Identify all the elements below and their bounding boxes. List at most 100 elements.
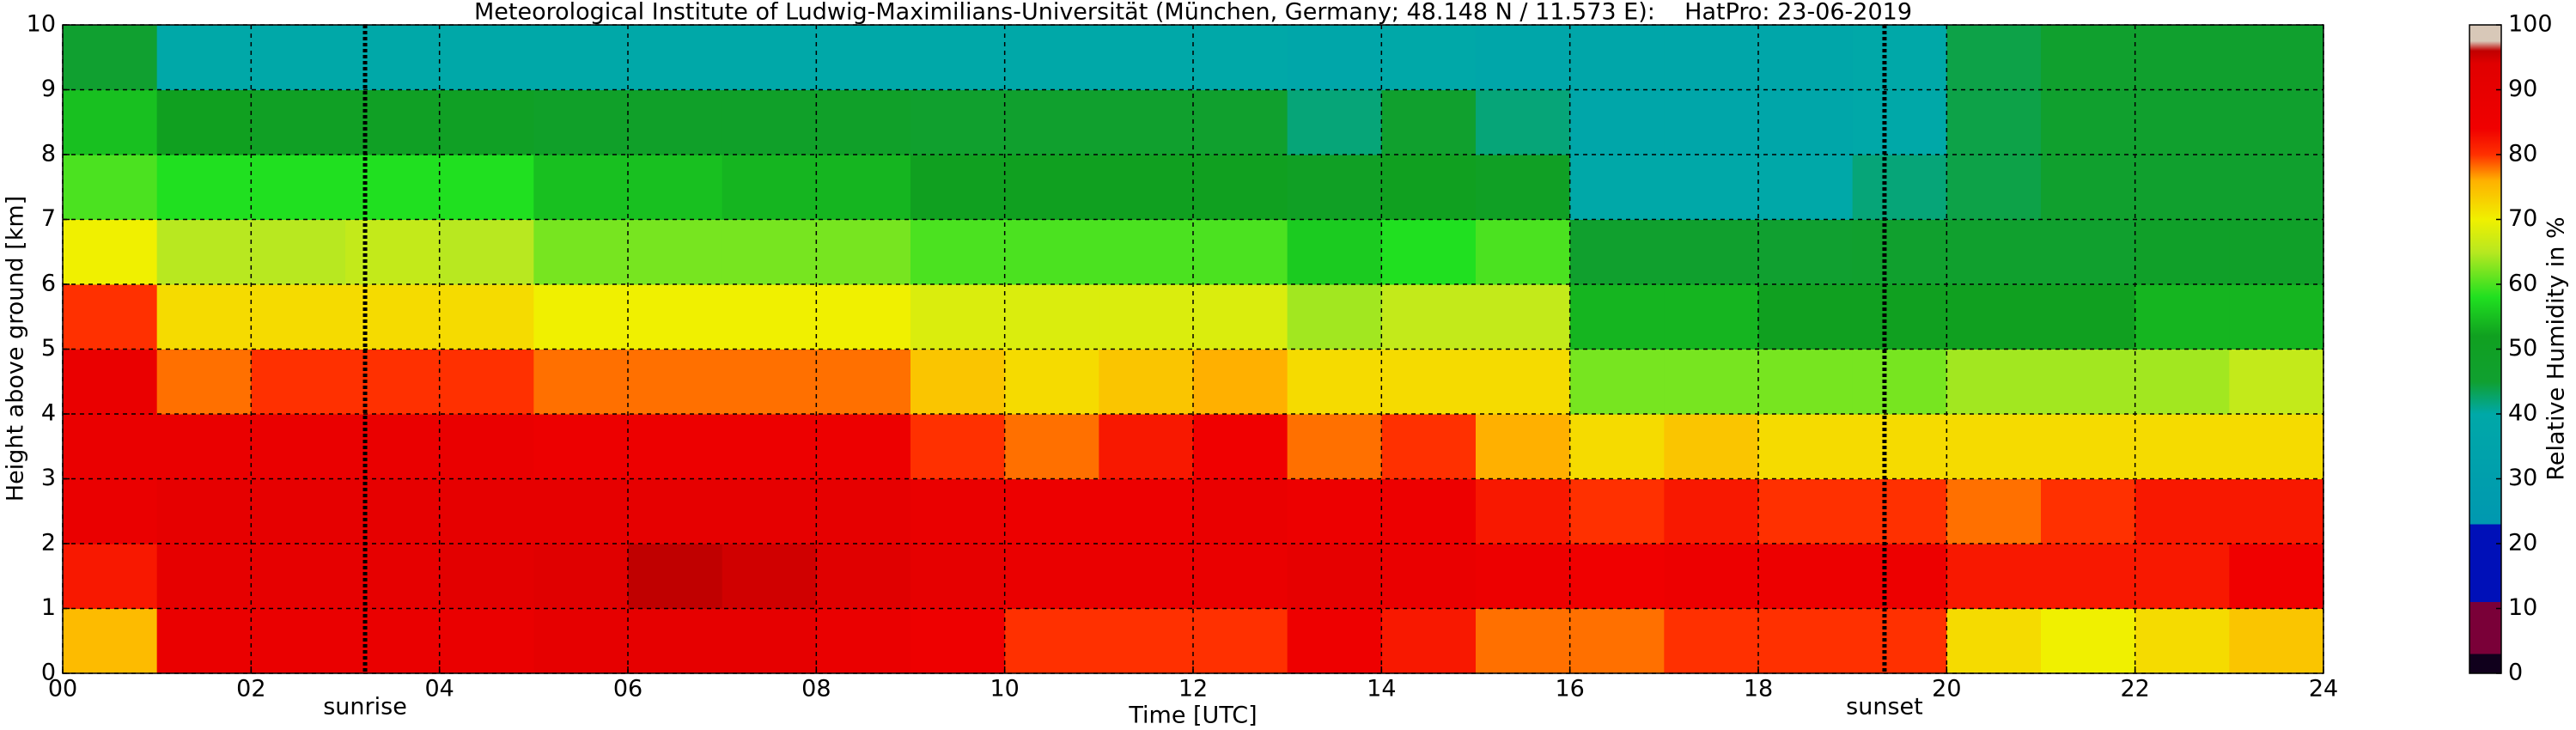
heatmap-cell <box>2041 608 2136 674</box>
heatmap-cell <box>533 478 629 544</box>
heatmap-cell <box>2041 155 2136 220</box>
heatmap-cell <box>2134 89 2230 155</box>
heatmap-cell <box>628 284 723 350</box>
heatmap-cell <box>63 155 158 220</box>
colorbar-tick-label: 20 <box>2508 530 2537 557</box>
heatmap-cell <box>1664 25 1759 90</box>
heatmap-cell <box>1381 608 1477 674</box>
heatmap-cell <box>1946 349 2042 415</box>
heatmap-cell <box>1758 608 1854 674</box>
heatmap-cell <box>1287 544 1382 609</box>
heatmap-cell <box>2041 284 2136 350</box>
colorbar-tick-label: 60 <box>2508 271 2537 297</box>
heatmap-cell <box>628 478 723 544</box>
heatmap-cell <box>1004 155 1099 220</box>
heatmap-cell <box>533 414 629 479</box>
heatmap-cell <box>345 349 441 415</box>
plot-frame <box>62 24 2324 674</box>
heatmap-cell <box>1476 544 1571 609</box>
heatmap-cell <box>722 25 817 90</box>
heatmap-cell <box>816 155 911 220</box>
heatmap-cell <box>1381 25 1477 90</box>
heatmap-cell <box>1852 25 1947 90</box>
heatmap-cell <box>1664 219 1759 285</box>
heatmap-cell <box>1946 544 2042 609</box>
heatmap-cell <box>345 219 441 285</box>
heatmap-cell <box>1476 25 1571 90</box>
heatmap-cell <box>1758 219 1854 285</box>
heatmap-cell <box>1946 284 2042 350</box>
heatmap-cell <box>1758 414 1854 479</box>
heatmap-cell <box>1287 89 1382 155</box>
heatmap-cell <box>1099 284 1194 350</box>
heatmap-cell <box>1287 25 1382 90</box>
heatmap-cell <box>1946 155 2042 220</box>
heatmap-cell <box>156 219 252 285</box>
heatmap-cell <box>156 155 252 220</box>
heatmap-cell <box>1004 25 1099 90</box>
y-tick-label: 4 <box>41 400 56 427</box>
heatmap-cell <box>1381 349 1477 415</box>
heatmap-cell <box>1381 284 1477 350</box>
colorbar-tick-label: 0 <box>2508 660 2523 686</box>
heatmap-cell <box>910 284 1006 350</box>
heatmap-cell <box>722 219 817 285</box>
x-tick-label: 24 <box>2309 676 2338 703</box>
heatmap-cell <box>1004 89 1099 155</box>
heatmap-cell <box>1664 608 1759 674</box>
heatmap-cell <box>1664 284 1759 350</box>
heatmap-cell <box>251 349 346 415</box>
heatmap-cell <box>2229 25 2324 90</box>
colorbar-tick-label: 40 <box>2508 400 2537 427</box>
x-tick-label: 04 <box>424 676 454 703</box>
heatmap-cell <box>1569 219 1665 285</box>
heatmap-cell <box>1569 608 1665 674</box>
heatmap-cell <box>439 349 534 415</box>
heatmap-cell <box>910 478 1006 544</box>
heatmap-cell <box>1476 478 1571 544</box>
heatmap-cell <box>2134 544 2230 609</box>
heatmap-cell <box>439 25 534 90</box>
heatmap-cell <box>1193 89 1288 155</box>
heatmap-cell <box>2229 349 2324 415</box>
heatmap-cell <box>1569 544 1665 609</box>
heatmap-cell <box>251 284 346 350</box>
heatmap-cell <box>910 89 1006 155</box>
heatmap-cell <box>251 25 346 90</box>
heatmap-cell <box>1852 155 1947 220</box>
heatmap-cell <box>1852 608 1947 674</box>
y-tick-label: 0 <box>41 660 56 686</box>
heatmap-cell <box>1569 89 1665 155</box>
chart-title: Meteorological Institute of Ludwig-Maxim… <box>474 0 1912 26</box>
heatmap-cell <box>1758 89 1854 155</box>
heatmap-cell <box>345 284 441 350</box>
heatmap-cell <box>1758 155 1854 220</box>
heatmap-cell <box>816 89 911 155</box>
heatmap-cell <box>533 608 629 674</box>
heatmap-cell <box>816 544 911 609</box>
y-tick-label: 2 <box>41 530 56 557</box>
heatmap-cell <box>1569 478 1665 544</box>
heatmap-cell <box>2229 544 2324 609</box>
heatmap-cell <box>1476 284 1571 350</box>
heatmap-cell <box>1664 544 1759 609</box>
heatmap-cell <box>1569 349 1665 415</box>
heatmap-cell <box>533 544 629 609</box>
heatmap-cell <box>1381 478 1477 544</box>
x-tick-label: 16 <box>1555 676 1584 703</box>
colorbar-tick-label: 70 <box>2508 205 2537 232</box>
event-label: sunrise <box>323 694 407 721</box>
heatmap-cell <box>1946 478 2042 544</box>
heatmap-cell <box>1569 25 1665 90</box>
heatmap-cell <box>1004 478 1099 544</box>
heatmap-cell <box>816 219 911 285</box>
heatmap-cell <box>816 478 911 544</box>
x-tick-label: 00 <box>48 676 77 703</box>
heatmap-cell <box>628 608 723 674</box>
heatmap-cell <box>1004 544 1099 609</box>
heatmap-cell <box>1193 349 1288 415</box>
heatmap-cell <box>1193 284 1288 350</box>
heatmap-cell <box>1758 25 1854 90</box>
heatmap-cell <box>628 544 723 609</box>
heatmap-cell <box>1946 25 2042 90</box>
